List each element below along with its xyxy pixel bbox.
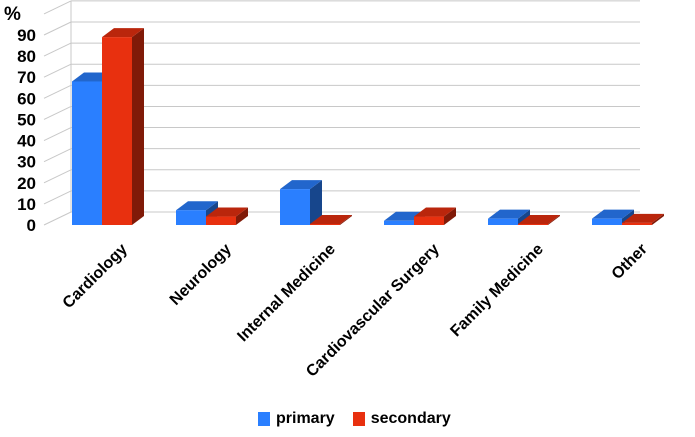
gridline-slant xyxy=(43,148,72,163)
bar-side xyxy=(548,214,560,225)
legend-item-secondary: secondary xyxy=(352,410,451,428)
bar-secondary-family-medicine xyxy=(518,214,560,225)
gridline-slant xyxy=(43,42,72,57)
category-label: Other xyxy=(609,241,651,283)
bar-top xyxy=(280,180,322,190)
legend-swatch-secondary xyxy=(352,412,365,426)
y-tick-label: 20 xyxy=(17,174,36,193)
bar-front xyxy=(592,218,622,225)
gridline-slant xyxy=(43,84,72,99)
bar-primary-internal-medicine xyxy=(280,180,322,225)
bar-side xyxy=(132,28,144,225)
y-axis-unit-label: % xyxy=(4,4,21,25)
gridline-slant xyxy=(43,169,72,184)
gridline-slant xyxy=(43,190,72,205)
y-tick-label: 0 xyxy=(27,216,36,235)
bar-front xyxy=(414,216,444,225)
category-label: Internal Medicine xyxy=(234,241,339,346)
bar-secondary-neurology xyxy=(206,207,248,225)
y-tick-label: 40 xyxy=(17,132,36,151)
bar-front xyxy=(102,37,132,225)
bar-top xyxy=(414,207,456,217)
bar-front xyxy=(72,81,102,225)
bar-front xyxy=(488,218,518,225)
category-label: Family Medicine xyxy=(447,241,546,340)
bar-front xyxy=(310,223,340,225)
bar-secondary-internal-medicine xyxy=(310,214,352,225)
category-labels: Cardiology Neurology Internal MedicineCard… xyxy=(60,241,651,381)
bar-secondary-cardiology xyxy=(102,28,144,225)
bar-top xyxy=(206,207,248,217)
legend-item-primary: primary xyxy=(258,410,335,428)
bar-top xyxy=(102,28,144,38)
bar-front xyxy=(280,189,310,225)
bar-primary-family-medicine xyxy=(488,209,530,225)
category-label: Cardiology xyxy=(60,241,131,312)
bar-secondary-other xyxy=(622,213,664,225)
gridline-slant xyxy=(43,0,72,15)
bar-side xyxy=(518,209,530,225)
category-label: Neurology xyxy=(167,241,235,309)
bar-side xyxy=(444,207,456,225)
bar-side xyxy=(236,207,248,225)
bar-top xyxy=(592,209,634,219)
legend: primary secondary xyxy=(258,410,451,428)
bar-top xyxy=(518,214,560,224)
bar-top xyxy=(310,214,352,224)
legend-label-primary: primary xyxy=(276,410,335,427)
bar-side xyxy=(652,213,664,225)
y-tick-label: 60 xyxy=(17,89,36,108)
gridline-slant xyxy=(43,105,72,120)
bar-front xyxy=(518,223,548,225)
bar-front xyxy=(206,216,236,225)
bars xyxy=(72,28,664,225)
bar-top xyxy=(622,213,664,223)
legend-label-secondary: secondary xyxy=(370,410,451,427)
gridline-slant xyxy=(43,211,72,226)
gridline-slant xyxy=(43,63,72,78)
y-tick-label: 30 xyxy=(17,153,36,172)
y-axis-ticks: 0 10 20 30 40 50 60 70 80 90 xyxy=(17,26,36,235)
gridlines xyxy=(43,0,640,226)
bar-front xyxy=(384,220,414,225)
gridline-slant xyxy=(43,21,72,36)
bar-front xyxy=(176,210,206,225)
y-tick-label: 50 xyxy=(17,110,36,129)
bar-top xyxy=(176,201,218,211)
y-tick-label: 70 xyxy=(17,68,36,87)
y-tick-label: 90 xyxy=(17,26,36,45)
gridline-slant xyxy=(43,127,72,142)
bar-side xyxy=(310,180,322,225)
legend-swatch-primary xyxy=(258,412,270,426)
bar-front xyxy=(622,222,652,225)
bar-secondary-cardiovascular-surgery xyxy=(414,207,456,225)
y-tick-label: 10 xyxy=(17,195,36,214)
bar-top xyxy=(488,209,530,219)
bar-side xyxy=(340,214,352,225)
y-tick-label: 80 xyxy=(17,47,36,66)
